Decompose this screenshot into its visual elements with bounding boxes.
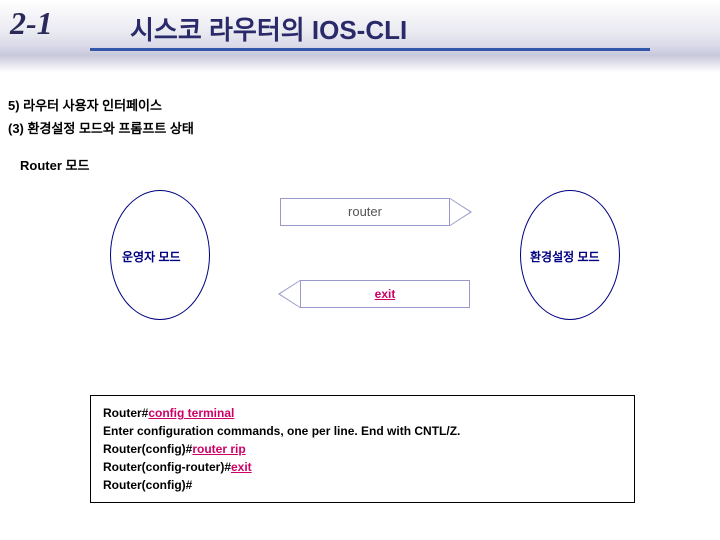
arrow-router: router xyxy=(280,198,450,226)
terminal-text: Enter configuration commands, one per li… xyxy=(103,424,460,438)
chapter-number: 2-1 xyxy=(10,5,53,42)
label-operator-mode: 운영자 모드 xyxy=(122,248,181,265)
terminal-output: Router#config terminal Enter configurati… xyxy=(90,395,635,503)
title-underline xyxy=(90,48,650,51)
label-config-mode: 환경설정 모드 xyxy=(530,248,600,265)
prompt: Router# xyxy=(103,406,148,420)
terminal-line: Router(config-router)#exit xyxy=(103,458,622,476)
prompt: Router(config)# xyxy=(103,442,192,456)
terminal-line: Enter configuration commands, one per li… xyxy=(103,422,622,440)
subtitle-5: 5) 라우터 사용자 인터페이스 xyxy=(8,95,162,114)
section-label: Router 모드 xyxy=(20,155,89,174)
prompt: Router(config-router)# xyxy=(103,460,231,474)
command: router rip xyxy=(192,442,245,456)
command: exit xyxy=(231,460,252,474)
mode-diagram: 운영자 모드 환경설정 모드 router exit xyxy=(0,180,720,350)
subtitle-3: (3) 환경설정 모드와 프롬프트 상태 xyxy=(8,118,194,137)
page-title: 시스코 라우터의 IOS-CLI xyxy=(130,10,407,47)
terminal-line: Router#config terminal xyxy=(103,404,622,422)
prompt: Router(config)# xyxy=(103,478,192,492)
arrow-left-head xyxy=(278,280,300,308)
terminal-line: Router(config)#router rip xyxy=(103,440,622,458)
terminal-line: Router(config)# xyxy=(103,476,622,494)
command: config terminal xyxy=(148,406,234,420)
arrow-exit: exit xyxy=(300,280,470,308)
arrow-right-head xyxy=(450,198,472,226)
header-banner: 2-1 시스코 라우터의 IOS-CLI xyxy=(0,0,720,85)
